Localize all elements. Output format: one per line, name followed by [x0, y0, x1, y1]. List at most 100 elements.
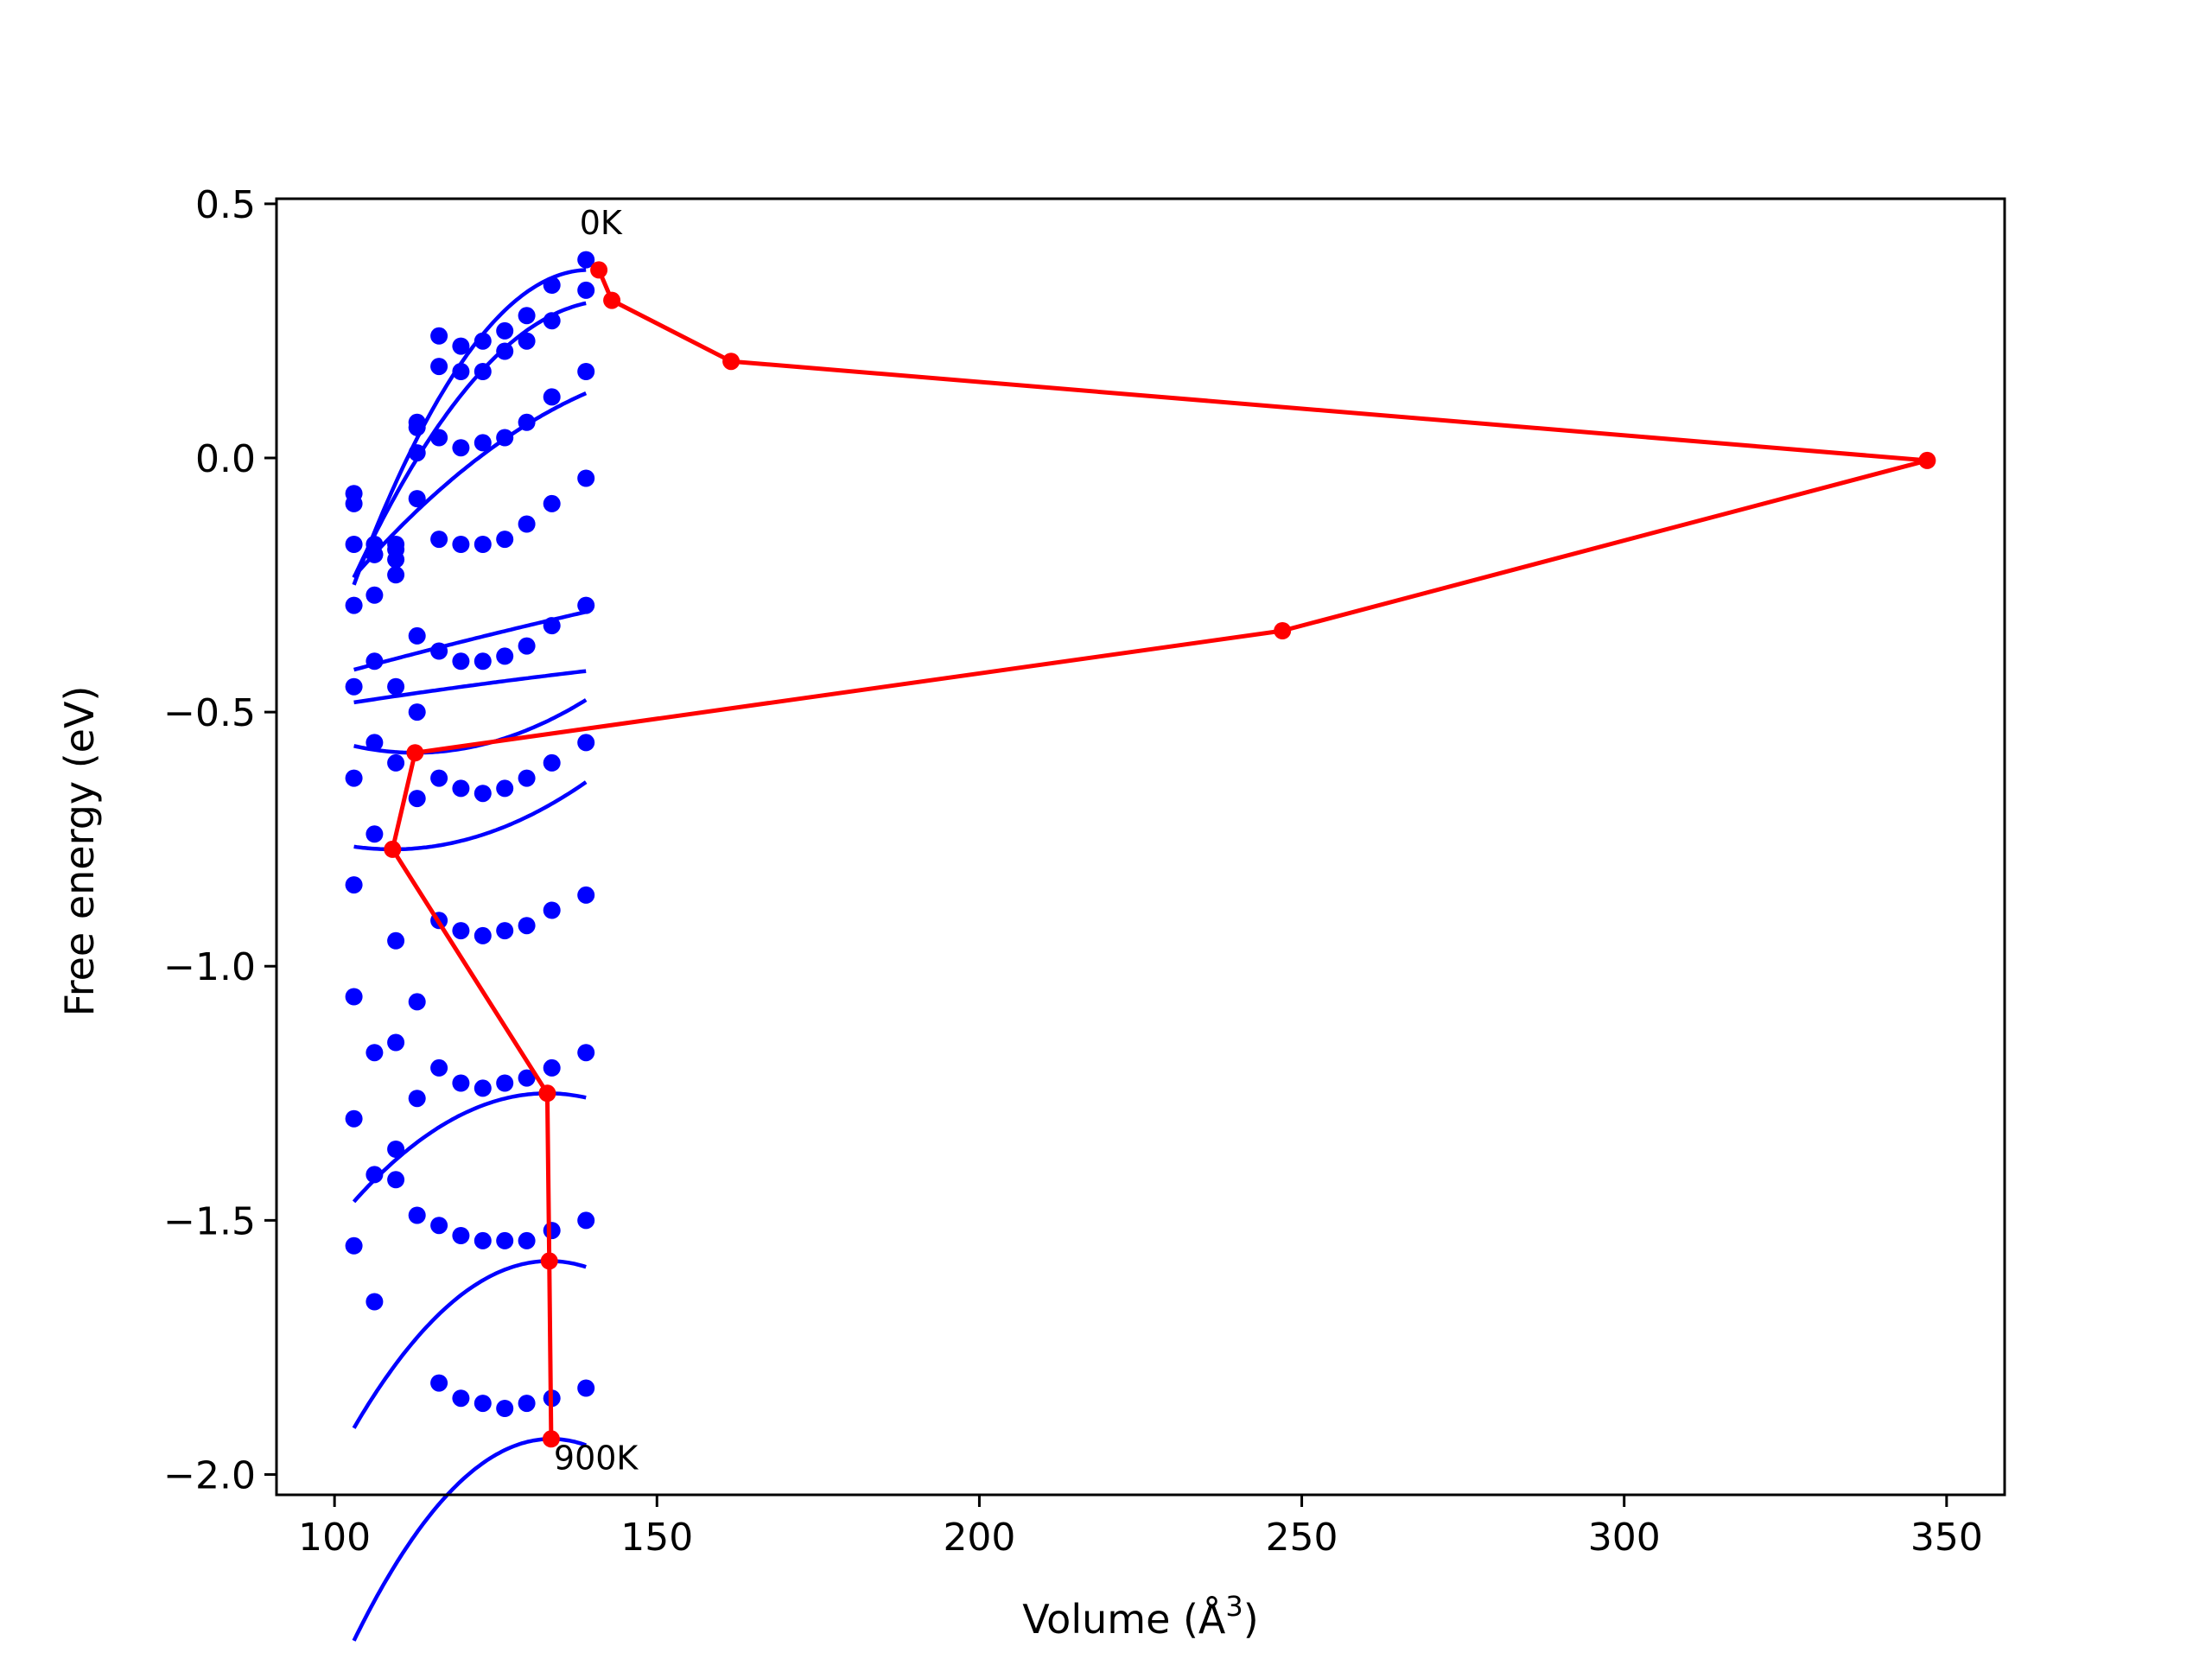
data-point — [543, 617, 561, 635]
data-point — [430, 327, 448, 345]
data-point — [474, 1231, 492, 1249]
data-point — [496, 1400, 514, 1417]
x-tick-label: 100 — [298, 1516, 371, 1560]
data-point — [577, 363, 595, 380]
data-point — [543, 312, 561, 330]
data-point — [518, 1069, 536, 1087]
data-point — [430, 429, 448, 447]
y-axis-label: Free energy (eV) — [56, 686, 103, 1017]
data-point — [365, 1044, 384, 1062]
data-point — [543, 901, 561, 919]
data-point — [452, 779, 470, 798]
x-tick-label: 350 — [1910, 1516, 1983, 1560]
data-point — [452, 1389, 470, 1408]
y-axis-ticks: 0.5 0.0 −0.5 −1.0 −1.5 −2.0 — [163, 183, 276, 1497]
data-point — [408, 490, 426, 508]
data-point — [577, 596, 595, 614]
data-point — [474, 1079, 492, 1097]
data-point — [577, 281, 595, 299]
minimum-path-point — [538, 1084, 556, 1103]
minimum-path-point — [1274, 622, 1292, 639]
fit-curve-2 — [352, 391, 588, 578]
plot-frame — [275, 197, 2006, 1497]
data-point — [518, 1395, 536, 1413]
x-axis-label-text: Volume (Å — [1022, 1596, 1226, 1643]
data-point — [543, 388, 561, 406]
data-point — [543, 276, 561, 294]
data-point — [518, 332, 536, 350]
data-point — [430, 1058, 448, 1077]
data-point — [474, 926, 492, 944]
data-point — [474, 1395, 492, 1413]
minimum-path-point — [722, 353, 741, 371]
data-point — [430, 769, 448, 787]
data-point — [408, 993, 426, 1011]
data-point — [496, 321, 514, 340]
data-point — [543, 1058, 561, 1077]
y-tick-label: 0.5 — [195, 183, 256, 227]
data-point — [387, 753, 405, 772]
data-point — [365, 652, 384, 671]
x-axis-label-close: ) — [1243, 1596, 1259, 1643]
data-point — [496, 922, 514, 940]
data-point — [387, 677, 405, 696]
data-point — [452, 1074, 470, 1092]
data-point — [365, 1166, 384, 1184]
data-point — [452, 439, 470, 457]
annotation-label: 900K — [554, 1440, 639, 1478]
data-point — [365, 586, 384, 604]
x-axis-label-superscript: 3 — [1225, 1590, 1243, 1623]
annotation-label: 0K — [580, 204, 623, 242]
data-point — [518, 1231, 536, 1249]
data-point — [496, 779, 514, 798]
x-tick-label: 250 — [1266, 1516, 1338, 1560]
y-tick-label: −0.5 — [163, 691, 256, 735]
x-axis-label: Volume (Å3) — [1022, 1590, 1258, 1643]
data-point — [430, 642, 448, 660]
minimum-path-point — [406, 744, 424, 762]
data-point — [496, 1231, 514, 1249]
data-point — [577, 734, 595, 752]
data-point — [387, 1171, 405, 1189]
data-point — [408, 418, 426, 436]
data-point — [474, 652, 492, 671]
data-point — [365, 734, 384, 752]
minimum-path-point — [603, 291, 621, 309]
data-point — [430, 531, 448, 549]
data-point — [452, 337, 470, 355]
data-point — [345, 769, 363, 787]
data-point — [452, 1227, 470, 1244]
data-point — [496, 429, 514, 447]
data-point — [345, 876, 363, 894]
data-point — [518, 917, 536, 935]
data-point — [518, 307, 536, 325]
x-tick-label: 300 — [1588, 1516, 1661, 1560]
y-tick-label: −1.0 — [163, 945, 256, 989]
minimum-path-point — [540, 1252, 558, 1270]
data-point — [345, 494, 363, 512]
data-point — [408, 1090, 426, 1108]
data-point — [518, 637, 536, 655]
x-axis-ticks: 100 150 200 250 300 350 — [298, 1495, 1983, 1560]
data-point — [408, 703, 426, 721]
data-point — [577, 1211, 595, 1230]
data-point — [345, 596, 363, 614]
data-point — [408, 626, 426, 645]
data-point — [496, 342, 514, 360]
data-point — [345, 677, 363, 696]
data-points — [345, 251, 595, 1417]
y-tick-label: 0.0 — [195, 437, 256, 481]
minimum-path — [384, 261, 1936, 1448]
data-point — [430, 358, 448, 376]
data-point — [387, 550, 405, 569]
data-point — [408, 790, 426, 808]
x-tick-label: 200 — [943, 1516, 1015, 1560]
data-point — [474, 785, 492, 803]
data-point — [496, 647, 514, 665]
data-point — [408, 444, 426, 462]
data-point — [387, 931, 405, 950]
data-point — [430, 1217, 448, 1235]
annotations: 0K 900K — [554, 204, 639, 1477]
y-tick-label: −1.5 — [163, 1199, 256, 1243]
